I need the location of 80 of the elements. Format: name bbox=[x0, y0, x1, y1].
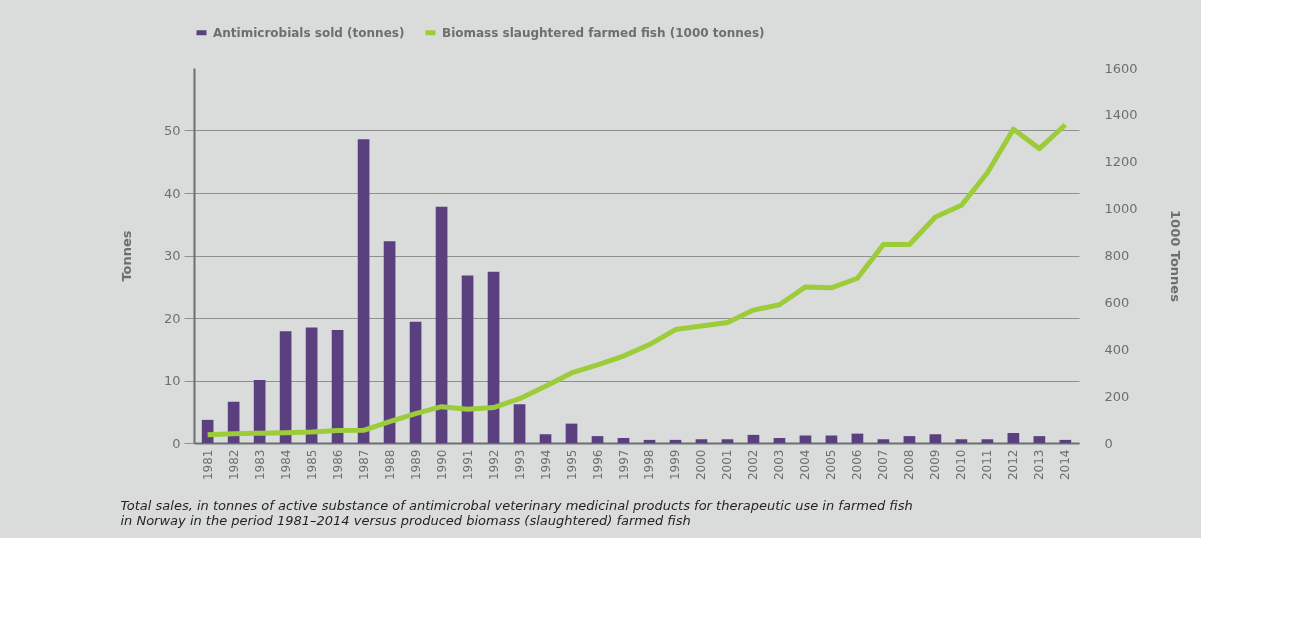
y-tick-label: 20 bbox=[163, 310, 181, 326]
y2-tick-label: 600 bbox=[1104, 294, 1130, 310]
x-tick-label: 1994 bbox=[538, 449, 553, 481]
bar bbox=[539, 434, 552, 443]
y2-tick-label: 1600 bbox=[1104, 60, 1138, 76]
bar bbox=[851, 433, 864, 443]
bar bbox=[383, 241, 396, 443]
x-tick-label: 2003 bbox=[772, 449, 787, 481]
y-tick-label: 40 bbox=[163, 185, 181, 201]
x-tick-label: 2010 bbox=[954, 449, 969, 481]
bar bbox=[929, 434, 942, 443]
x-tick-label: 1985 bbox=[304, 449, 319, 481]
x-tick-label: 1997 bbox=[616, 449, 631, 481]
y2-tick-label: 400 bbox=[1104, 341, 1130, 357]
x-tick-label: 2013 bbox=[1032, 449, 1047, 481]
x-tick-label: 2005 bbox=[824, 449, 839, 481]
bar bbox=[435, 206, 448, 443]
bar bbox=[955, 439, 968, 443]
x-tick-label: 1995 bbox=[564, 449, 579, 481]
x-tick-label: 2002 bbox=[746, 449, 761, 481]
x-tick-label: 2014 bbox=[1058, 449, 1073, 481]
bar bbox=[877, 439, 890, 443]
x-tick-label: 1993 bbox=[512, 449, 527, 481]
text: Total sales, in tonnes of active substance of antimicrobal veterinary medicinal products for therapeutic use in farmed fish in Norway in the period 1981–2014 versus produced biomass (slaughtered) farmed fish bbox=[120, 497, 913, 528]
y2-tick-label: 800 bbox=[1104, 248, 1130, 263]
x-tick-label: 1983 bbox=[252, 449, 267, 481]
bar bbox=[513, 404, 526, 443]
x-tick-label: 1999 bbox=[668, 449, 683, 481]
legend-label: Biomass slaughtered farmed fish (1000 tonnes) bbox=[442, 25, 765, 40]
bar bbox=[357, 139, 370, 443]
bar bbox=[331, 329, 344, 443]
y-tick-label: 10 bbox=[163, 373, 181, 388]
bar bbox=[773, 438, 786, 443]
y2-axis-title: 1000 Tonnes bbox=[1167, 210, 1183, 303]
y-tick-label: 50 bbox=[163, 123, 181, 138]
x-tick-label: 2012 bbox=[1006, 449, 1021, 481]
x-tick-label: 2001 bbox=[720, 449, 735, 481]
bar bbox=[409, 321, 422, 443]
y-tick-label: 30 bbox=[163, 248, 181, 263]
bar bbox=[279, 331, 292, 443]
x-tick-label: 2000 bbox=[694, 449, 709, 481]
bar bbox=[305, 327, 318, 443]
x-tick-label: 1981 bbox=[200, 449, 215, 481]
x-tick-label: 2007 bbox=[876, 449, 891, 481]
y2-tick-label: 1400 bbox=[1104, 107, 1138, 123]
bar bbox=[591, 436, 604, 443]
bar bbox=[461, 275, 474, 443]
bar bbox=[487, 271, 500, 443]
x-tick-label: 1986 bbox=[330, 449, 345, 481]
x-tick-label: 1990 bbox=[434, 449, 449, 481]
bar bbox=[1033, 436, 1046, 443]
x-tick-label: 1992 bbox=[486, 449, 501, 481]
y-axis-title: Tonnes bbox=[118, 230, 134, 282]
bar bbox=[747, 434, 760, 443]
y2-tick-label: 1000 bbox=[1104, 201, 1138, 217]
bar bbox=[721, 439, 734, 443]
x-tick-label: 1991 bbox=[460, 449, 475, 481]
x-tick-label: 2006 bbox=[850, 449, 865, 481]
bar bbox=[617, 438, 630, 443]
legend-label: Antimicrobials sold (tonnes) bbox=[213, 25, 405, 40]
bar bbox=[981, 439, 994, 443]
bar bbox=[1007, 433, 1020, 443]
y-tick-label: 0 bbox=[172, 435, 181, 451]
x-tick-label: 1989 bbox=[408, 449, 423, 481]
x-tick-label: 1982 bbox=[226, 449, 241, 481]
x-tick-label: 1984 bbox=[278, 449, 293, 481]
x-tick-label: 1987 bbox=[356, 449, 371, 481]
bar bbox=[695, 439, 708, 443]
x-tick-label: 1998 bbox=[642, 449, 657, 481]
y2-tick-label: 1200 bbox=[1104, 154, 1138, 170]
x-tick-label: 2008 bbox=[902, 449, 917, 481]
x-tick-label: 2011 bbox=[980, 449, 995, 481]
x-tick-label: 2009 bbox=[928, 449, 943, 481]
y2-tick-label: 0 bbox=[1104, 435, 1113, 451]
x-tick-label: 2004 bbox=[798, 449, 813, 481]
bar bbox=[903, 436, 916, 443]
y2-tick-label: 200 bbox=[1104, 388, 1130, 404]
x-tick-label: 1996 bbox=[590, 449, 605, 481]
bar bbox=[565, 423, 578, 443]
x-tick-label: 1988 bbox=[382, 449, 397, 481]
